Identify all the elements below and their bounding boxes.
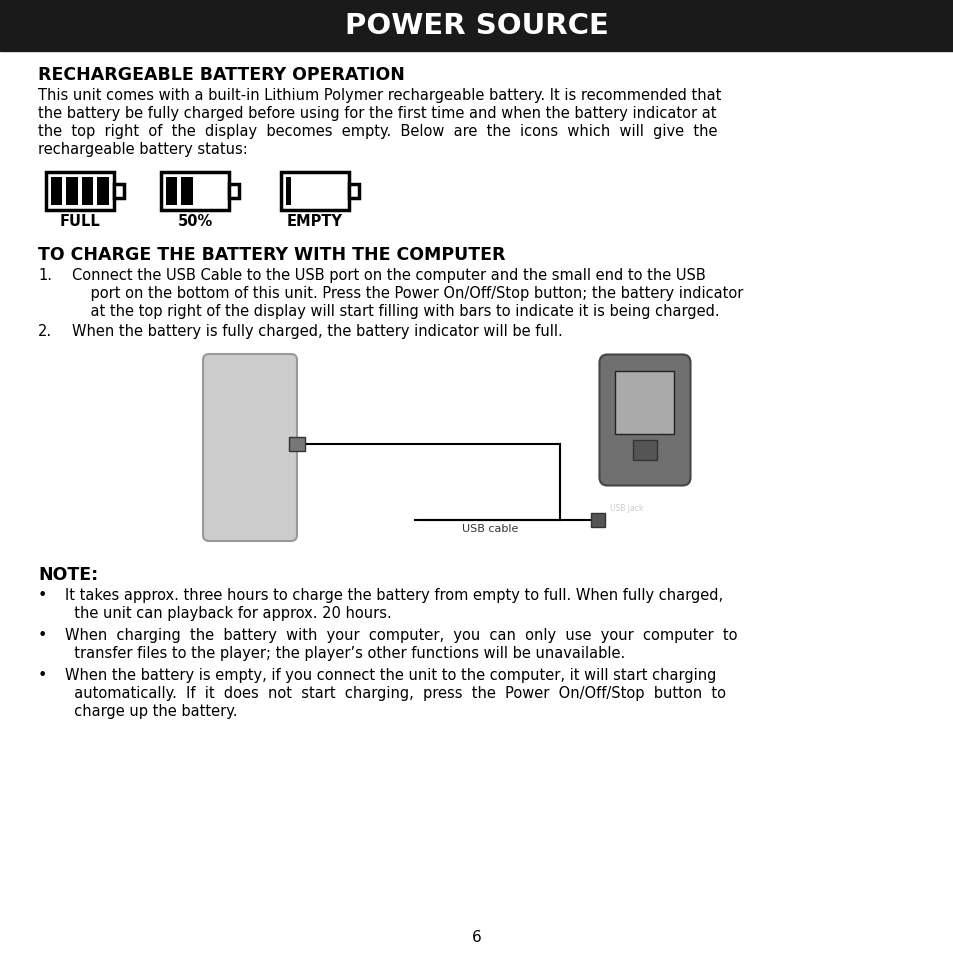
Text: •: • [38,667,48,682]
Text: the battery be fully charged before using for the first time and when the batter: the battery be fully charged before usin… [38,106,716,121]
Text: When the battery is fully charged, the battery indicator will be full.: When the battery is fully charged, the b… [71,324,562,338]
Text: FULL: FULL [59,213,100,229]
Bar [67,178,78,206]
Text: Computer: Computer [227,523,273,533]
Bar [113,185,124,199]
Text: RECHARGEABLE BATTERY OPERATION: RECHARGEABLE BATTERY OPERATION [38,66,404,84]
Text: NOTE:: NOTE: [38,565,98,583]
Bar [161,172,229,211]
Bar [349,185,358,199]
Bar [181,178,193,206]
Bar [615,371,674,435]
Bar [229,185,239,199]
Text: the unit can playback for approx. 20 hours.: the unit can playback for approx. 20 hou… [65,605,392,620]
Text: 1.: 1. [38,268,52,283]
Text: USB cable: USB cable [461,523,517,534]
Text: TO CHARGE THE BATTERY WITH THE COMPUTER: TO CHARGE THE BATTERY WITH THE COMPUTER [38,246,505,264]
Text: 50%: 50% [177,213,213,229]
Text: port on the bottom of this unit. Press the Power On/Off/Stop button; the battery: port on the bottom of this unit. Press t… [71,286,742,301]
Bar [82,178,93,206]
Bar [46,172,113,211]
Text: POWER SOURCE: POWER SOURCE [345,12,608,40]
Text: Connect the USB Cable to the USB port on the computer and the small end to the U: Connect the USB Cable to the USB port on… [71,268,705,283]
Text: EMPTY: EMPTY [287,213,343,229]
Bar [289,437,305,452]
Text: automatically.  If  it  does  not  start  charging,  press  the  Power  On/Off/S: automatically. If it does not start char… [65,685,725,700]
Text: rechargeable battery status:: rechargeable battery status: [38,142,248,157]
Bar [166,178,177,206]
Bar [97,178,109,206]
Text: When the battery is empty, if you connect the unit to the computer, it will star: When the battery is empty, if you connec… [65,667,716,682]
Text: •: • [38,627,48,642]
FancyBboxPatch shape [203,355,296,541]
Text: When  charging  the  battery  with  your  computer,  you  can  only  use  your  : When charging the battery with your comp… [65,627,737,642]
Text: •: • [38,587,48,602]
Bar [0,0,953,52]
FancyBboxPatch shape [598,355,690,486]
Text: It takes approx. three hours to charge the battery from empty to full. When full: It takes approx. three hours to charge t… [65,587,722,602]
Text: the  top  right  of  the  display  becomes  empty.  Below  are  the  icons  whic: the top right of the display becomes emp… [38,124,717,139]
Bar [51,178,63,206]
Text: transfer files to the player; the player’s other functions will be unavailable.: transfer files to the player; the player… [65,645,624,660]
Text: charge up the battery.: charge up the battery. [65,703,237,719]
Text: USB jack: USB jack [610,503,643,513]
Bar [633,440,657,460]
Text: This unit comes with a built-in Lithium Polymer rechargeable battery. It is reco: This unit comes with a built-in Lithium … [38,88,720,103]
Text: at the top right of the display will start filling with bars to indicate it is b: at the top right of the display will sta… [71,304,719,318]
Text: 2.: 2. [38,324,52,338]
Text: 6: 6 [472,929,481,944]
Bar [281,172,349,211]
Bar [591,514,605,527]
Bar [286,178,291,206]
